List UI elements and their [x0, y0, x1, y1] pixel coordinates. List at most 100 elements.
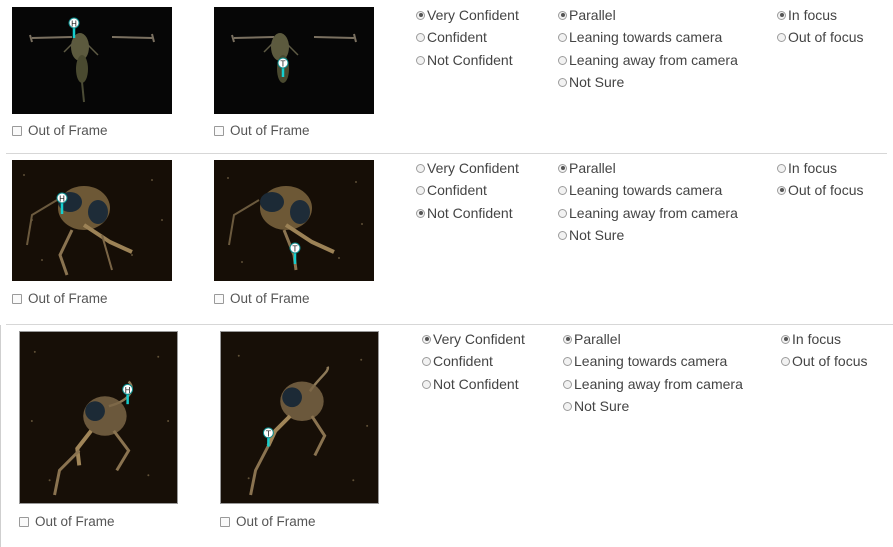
radio-label: Very Confident	[433, 331, 525, 347]
radio-label: Parallel	[574, 331, 621, 347]
radio-button[interactable]	[563, 402, 572, 411]
radio-parallel[interactable]: Parallel	[558, 7, 616, 23]
specimen-image-head[interactable]: H	[12, 7, 172, 114]
specimen-illustration: H	[12, 160, 172, 281]
checkbox-label: Out of Frame	[28, 123, 108, 138]
radio-in-focus[interactable]: In focus	[777, 7, 837, 23]
radio-button[interactable]	[416, 11, 425, 20]
radio-parallel[interactable]: Parallel	[563, 331, 621, 347]
radio-label: Leaning towards camera	[569, 29, 722, 45]
tail-marker: T	[265, 429, 271, 438]
radio-button[interactable]	[777, 33, 786, 42]
radio-label: Out of focus	[788, 182, 863, 198]
radio-label: Very Confident	[427, 160, 519, 176]
radio-button[interactable]	[422, 335, 431, 344]
radio-button[interactable]	[416, 56, 425, 65]
checkbox[interactable]	[220, 517, 230, 527]
radio-button[interactable]	[558, 11, 567, 20]
radio-button[interactable]	[563, 335, 572, 344]
checkbox[interactable]	[12, 294, 22, 304]
checkbox[interactable]	[214, 126, 224, 136]
radio-button[interactable]	[558, 209, 567, 218]
radio-button[interactable]	[422, 380, 431, 389]
radio-button[interactable]	[558, 56, 567, 65]
radio-button[interactable]	[781, 357, 790, 366]
radio-label: Not Confident	[433, 376, 519, 392]
checkbox-label: Out of Frame	[236, 514, 316, 529]
radio-leaning-towards-camera[interactable]: Leaning towards camera	[558, 29, 722, 45]
checkbox[interactable]	[12, 126, 22, 136]
radio-label: Parallel	[569, 160, 616, 176]
specimen-illustration: T	[221, 332, 378, 503]
out-of-frame-checkbox-left[interactable]: Out of Frame	[12, 123, 108, 138]
radio-not-sure[interactable]: Not Sure	[563, 398, 629, 414]
radio-button[interactable]	[558, 33, 567, 42]
out-of-frame-checkbox-right[interactable]: Out of Frame	[214, 291, 310, 306]
radio-button[interactable]	[416, 209, 425, 218]
radio-leaning-away-from-camera[interactable]: Leaning away from camera	[563, 376, 743, 392]
radio-label: In focus	[788, 160, 837, 176]
radio-label: Confident	[427, 182, 487, 198]
radio-button[interactable]	[422, 357, 431, 366]
checkbox-label: Out of Frame	[35, 514, 115, 529]
radio-label: Leaning towards camera	[574, 353, 727, 369]
radio-button[interactable]	[558, 231, 567, 240]
specimen-image-head[interactable]: H	[19, 331, 178, 504]
specimen-image-tail[interactable]: T	[214, 7, 374, 114]
radio-not-confident[interactable]: Not Confident	[416, 52, 513, 68]
radio-button[interactable]	[558, 78, 567, 87]
radio-in-focus[interactable]: In focus	[781, 331, 841, 347]
radio-label: Very Confident	[427, 7, 519, 23]
radio-button[interactable]	[558, 164, 567, 173]
radio-not-sure[interactable]: Not Sure	[558, 74, 624, 90]
radio-label: Leaning towards camera	[569, 182, 722, 198]
radio-confident[interactable]: Confident	[416, 182, 487, 198]
out-of-frame-checkbox-right[interactable]: Out of Frame	[220, 514, 316, 529]
radio-out-of-focus[interactable]: Out of focus	[777, 29, 863, 45]
radio-not-sure[interactable]: Not Sure	[558, 227, 624, 243]
checkbox[interactable]	[214, 294, 224, 304]
radio-button[interactable]	[416, 186, 425, 195]
radio-button[interactable]	[563, 357, 572, 366]
radio-confident[interactable]: Confident	[416, 29, 487, 45]
radio-very-confident[interactable]: Very Confident	[416, 160, 519, 176]
radio-button[interactable]	[416, 164, 425, 173]
head-marker: H	[71, 20, 77, 29]
radio-button[interactable]	[777, 164, 786, 173]
radio-label: Confident	[427, 29, 487, 45]
radio-label: Leaning away from camera	[569, 52, 738, 68]
checkbox[interactable]	[19, 517, 29, 527]
out-of-frame-checkbox-left[interactable]: Out of Frame	[12, 291, 108, 306]
radio-out-of-focus[interactable]: Out of focus	[777, 182, 863, 198]
radio-not-confident[interactable]: Not Confident	[422, 376, 519, 392]
radio-button[interactable]	[781, 335, 790, 344]
radio-out-of-focus[interactable]: Out of focus	[781, 353, 867, 369]
radio-button[interactable]	[777, 186, 786, 195]
radio-leaning-towards-camera[interactable]: Leaning towards camera	[558, 182, 722, 198]
radio-in-focus[interactable]: In focus	[777, 160, 837, 176]
tail-marker: T	[280, 60, 286, 69]
radio-parallel[interactable]: Parallel	[558, 160, 616, 176]
specimen-image-tail[interactable]: T	[214, 160, 374, 281]
radio-leaning-away-from-camera[interactable]: Leaning away from camera	[558, 205, 738, 221]
specimen-image-head[interactable]: H	[12, 160, 172, 281]
checkbox-label: Out of Frame	[230, 123, 310, 138]
radio-confident[interactable]: Confident	[422, 353, 493, 369]
radio-button[interactable]	[563, 380, 572, 389]
radio-very-confident[interactable]: Very Confident	[422, 331, 525, 347]
radio-label: In focus	[792, 331, 841, 347]
out-of-frame-checkbox-left[interactable]: Out of Frame	[19, 514, 115, 529]
specimen-illustration: T	[214, 160, 374, 281]
radio-label: Out of focus	[792, 353, 867, 369]
radio-button[interactable]	[558, 186, 567, 195]
radio-leaning-away-from-camera[interactable]: Leaning away from camera	[558, 52, 738, 68]
out-of-frame-checkbox-right[interactable]: Out of Frame	[214, 123, 310, 138]
radio-very-confident[interactable]: Very Confident	[416, 7, 519, 23]
radio-button[interactable]	[777, 11, 786, 20]
radio-not-confident[interactable]: Not Confident	[416, 205, 513, 221]
radio-label: Leaning away from camera	[574, 376, 743, 392]
radio-button[interactable]	[416, 33, 425, 42]
specimen-image-tail[interactable]: T	[220, 331, 379, 504]
radio-label: Not Sure	[569, 227, 624, 243]
radio-leaning-towards-camera[interactable]: Leaning towards camera	[563, 353, 727, 369]
